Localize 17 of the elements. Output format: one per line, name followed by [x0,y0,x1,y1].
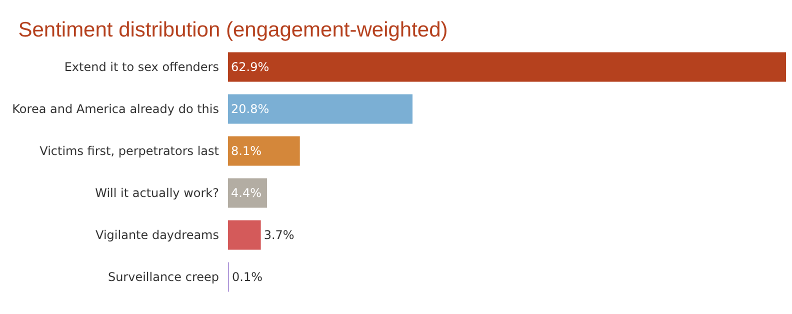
y-tick-label: Korea and America already do this [12,102,219,116]
y-tick-label: Will it actually work? [95,186,219,200]
data-label: 4.4% [231,186,262,200]
bar [228,220,261,250]
y-tick-label: Surveillance creep [108,270,219,284]
data-label: 20.8% [231,102,270,116]
bar [228,52,786,82]
data-label: 62.9% [231,60,270,74]
data-label: 0.1% [232,270,262,284]
bar [228,94,413,124]
data-label: 3.7% [264,228,294,242]
data-label: 8.1% [231,144,262,158]
y-tick-label: Vigilante daydreams [96,228,219,242]
y-tick-label: Extend it to sex offenders [64,60,219,74]
chart-title: Sentiment distribution (engagement-weighted) [18,18,448,42]
y-tick-label: Victims first, perpetrators last [40,144,220,158]
bar [228,136,300,166]
